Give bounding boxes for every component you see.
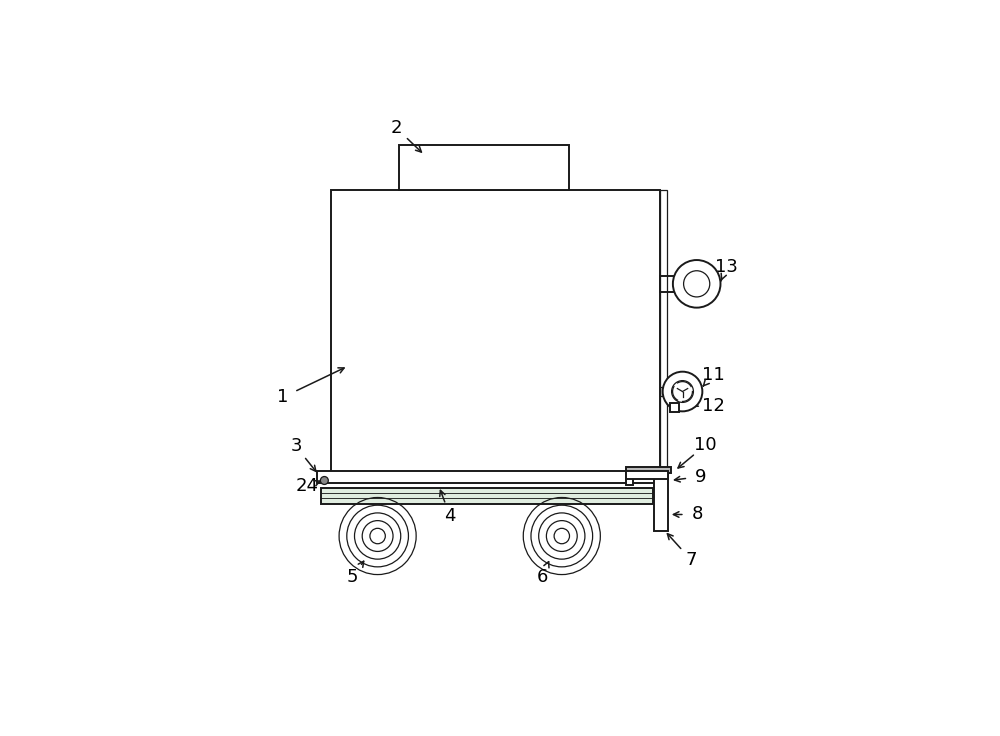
Text: 2: 2 xyxy=(391,119,402,137)
Text: 5: 5 xyxy=(347,568,358,586)
Text: 3: 3 xyxy=(290,437,302,456)
Bar xyxy=(660,191,667,474)
Bar xyxy=(626,471,668,479)
Text: 9: 9 xyxy=(695,467,706,486)
Text: 6: 6 xyxy=(536,568,548,586)
Bar xyxy=(399,145,569,191)
Text: 11: 11 xyxy=(702,366,725,383)
Text: 24: 24 xyxy=(296,477,319,495)
Text: 1: 1 xyxy=(277,388,289,406)
Bar xyxy=(331,191,660,474)
Bar xyxy=(670,403,679,412)
Text: 10: 10 xyxy=(694,436,716,454)
Bar xyxy=(626,467,671,473)
Circle shape xyxy=(672,381,693,403)
Text: 4: 4 xyxy=(444,507,456,526)
Circle shape xyxy=(663,372,702,411)
Text: 12: 12 xyxy=(702,397,725,414)
Text: 7: 7 xyxy=(685,551,697,569)
Bar xyxy=(626,471,633,485)
Bar xyxy=(660,387,667,396)
Bar xyxy=(317,471,657,484)
Circle shape xyxy=(673,260,720,308)
Text: 8: 8 xyxy=(692,506,703,523)
Circle shape xyxy=(320,476,328,484)
Circle shape xyxy=(684,271,710,297)
Bar xyxy=(321,488,653,503)
Bar xyxy=(654,471,668,531)
Text: 13: 13 xyxy=(715,258,738,276)
